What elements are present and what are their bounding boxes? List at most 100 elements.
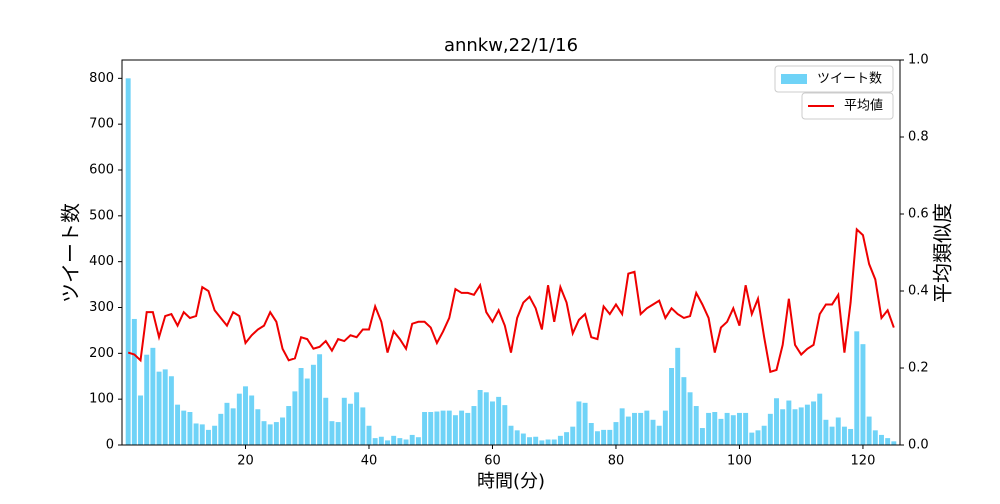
bar	[885, 438, 891, 445]
bar	[465, 412, 471, 445]
bar	[854, 331, 860, 445]
legend-box	[774, 65, 894, 93]
bar	[527, 437, 532, 445]
bar	[835, 417, 841, 445]
bar	[298, 368, 304, 445]
legend-swatch	[781, 74, 807, 84]
bar	[811, 401, 817, 445]
legend-label: 平均値	[844, 98, 883, 114]
bar	[138, 395, 143, 445]
x-tick-label: 40	[361, 454, 378, 469]
bar	[613, 422, 619, 445]
bar	[712, 412, 718, 445]
x-tick-label: 20	[237, 454, 254, 469]
bar	[514, 430, 520, 445]
bar	[588, 423, 594, 445]
bar	[891, 441, 897, 445]
bar	[607, 429, 613, 445]
bar	[175, 404, 181, 445]
y-tick-label: 700	[89, 117, 114, 132]
bar	[422, 412, 428, 445]
bar	[619, 408, 625, 445]
bar	[632, 412, 637, 445]
bar	[761, 425, 767, 445]
bar	[372, 438, 378, 445]
bar	[125, 78, 131, 445]
bar	[378, 436, 384, 445]
bar	[687, 392, 693, 445]
bar	[817, 393, 823, 445]
y-tick-label: 0	[106, 438, 114, 453]
plot-frame	[121, 59, 901, 446]
bar	[162, 369, 168, 445]
bar	[582, 402, 588, 445]
bar	[323, 397, 329, 445]
bar	[774, 398, 779, 445]
bar	[366, 425, 372, 445]
bar	[187, 412, 193, 445]
bar	[459, 410, 465, 445]
bar	[693, 406, 699, 445]
legend-box	[801, 92, 894, 120]
y2-tick-label: 0.6	[908, 207, 929, 222]
x-tick-label: 100	[727, 454, 752, 469]
bar	[428, 412, 434, 445]
bar	[335, 422, 341, 445]
bar	[829, 426, 835, 445]
bar	[440, 410, 446, 445]
bar	[267, 424, 273, 445]
bar	[490, 401, 495, 445]
x-tick-label: 60	[484, 454, 501, 469]
bar	[718, 418, 724, 445]
bar	[317, 354, 323, 445]
y2-tick-label: 0.4	[908, 284, 929, 299]
bar	[780, 409, 786, 445]
bar	[594, 431, 600, 445]
bar	[662, 410, 668, 445]
y-tick-label: 600	[89, 163, 114, 178]
bar	[601, 429, 607, 445]
bar	[823, 419, 829, 445]
legend-label: ツイート数	[817, 72, 882, 87]
bar	[354, 392, 360, 445]
bar	[304, 378, 310, 445]
bar	[804, 404, 810, 445]
bar	[502, 405, 508, 445]
bar	[199, 424, 205, 445]
bar	[699, 428, 705, 445]
bar	[866, 416, 872, 445]
bar	[730, 415, 736, 445]
line	[127, 227, 895, 374]
y-axis-label: ツイート数	[59, 203, 83, 303]
x-tick-label: 120	[851, 454, 876, 469]
bar	[644, 410, 650, 445]
bar	[273, 422, 279, 445]
bar	[724, 412, 730, 445]
bar	[385, 440, 390, 445]
bar	[341, 397, 347, 445]
bar	[249, 395, 255, 445]
bar	[144, 354, 150, 445]
bar	[397, 438, 403, 445]
bar	[841, 426, 847, 445]
x-tick-label: 80	[608, 454, 625, 469]
bar	[156, 371, 162, 445]
bar	[310, 364, 316, 445]
bar	[434, 411, 440, 445]
bar	[131, 318, 137, 445]
bar	[798, 407, 804, 445]
bar	[576, 401, 582, 445]
bar	[669, 368, 675, 445]
bar	[706, 412, 712, 445]
bar	[286, 406, 292, 445]
bar	[329, 421, 335, 445]
bar	[243, 386, 248, 445]
bar	[656, 425, 662, 445]
bar	[471, 406, 477, 445]
bar	[860, 344, 866, 445]
bar	[391, 435, 397, 445]
bar	[409, 434, 415, 445]
y-tick-label: 100	[89, 392, 114, 407]
bar	[508, 425, 514, 445]
